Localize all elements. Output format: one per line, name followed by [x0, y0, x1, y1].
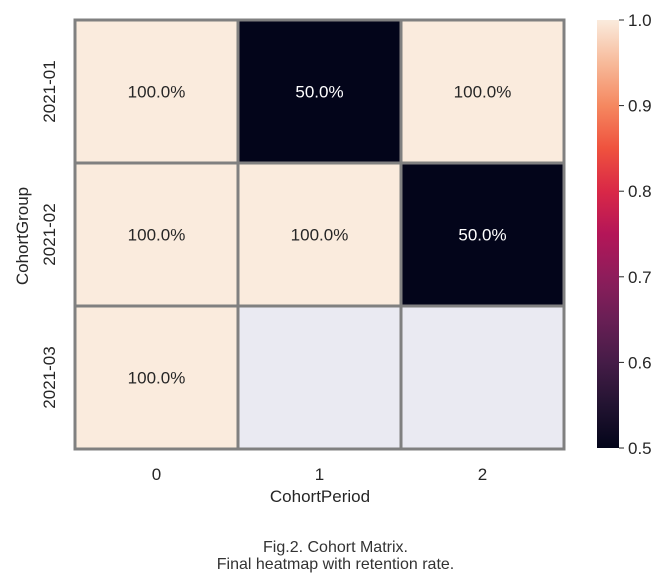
heatmap-cell-r2-c1 [238, 306, 401, 449]
y-axis-label: CohortGroup [13, 187, 32, 285]
heatmap-cell-value-r0-c2: 100.0% [454, 83, 512, 102]
heatmap-cell-r1-c1 [238, 163, 401, 306]
heatmap-cell-value-r1-c1: 100.0% [291, 226, 349, 245]
x-axis-ticks: 0 1 2 [152, 465, 487, 484]
heatmap-cells [75, 20, 564, 449]
colorbar-tick-label: 1.0 [628, 11, 652, 30]
y-tick-label: 2021-01 [40, 60, 59, 122]
heatmap-cell-value-r1-c2: 50.0% [458, 226, 506, 245]
colorbar-ticks: 0.5 0.6 0.7 0.8 0.9 1.0 [619, 11, 652, 458]
colorbar-tick-label: 0.8 [628, 182, 652, 201]
figure-caption-line-2: Final heatmap with retention rate. [216, 556, 455, 573]
heatmap-cell-value-r1-c0: 100.0% [128, 226, 186, 245]
heatmap-cell-borders [73, 18, 566, 451]
colorbar [597, 20, 619, 448]
figure-caption-line-1: Fig.2. Cohort Matrix. [263, 539, 408, 556]
heatmap-cell-r1-c2 [401, 163, 564, 306]
heatmap-cell-r1-c0 [75, 163, 238, 306]
heatmap-cell-r2-c2 [401, 306, 564, 449]
x-axis-label: CohortPeriod [270, 487, 370, 506]
y-axis-ticks: 2021-01 2021-02 2021-03 [40, 60, 59, 408]
heatmap-cell-r2-c0 [75, 306, 238, 449]
heatmap-outline [73, 18, 566, 451]
heatmap-cell-r0-c2 [401, 20, 564, 163]
y-tick-label: 2021-03 [40, 346, 59, 408]
heatmap-cell-labels: 100.0% 50.0% 100.0% 100.0% 100.0% 50.0% 100.0% [128, 83, 512, 388]
y-tick-label: 2021-02 [40, 203, 59, 265]
x-tick-label: 2 [478, 465, 487, 484]
heatmap-cell-value-r0-c1: 50.0% [295, 83, 343, 102]
x-tick-label: 0 [152, 465, 161, 484]
colorbar-tick-label: 0.9 [628, 97, 652, 116]
colorbar-tick-label: 0.7 [628, 268, 652, 287]
colorbar-tick-label: 0.6 [628, 353, 652, 372]
colorbar-tick-label: 0.5 [628, 439, 652, 458]
heatmap-cell-value-r2-c0: 100.0% [128, 369, 186, 388]
x-tick-label: 1 [315, 465, 324, 484]
heatmap-cell-value-r0-c0: 100.0% [128, 83, 186, 102]
heatmap-cell-r0-c0 [75, 20, 238, 163]
heatmap-cell-r0-c1 [238, 20, 401, 163]
